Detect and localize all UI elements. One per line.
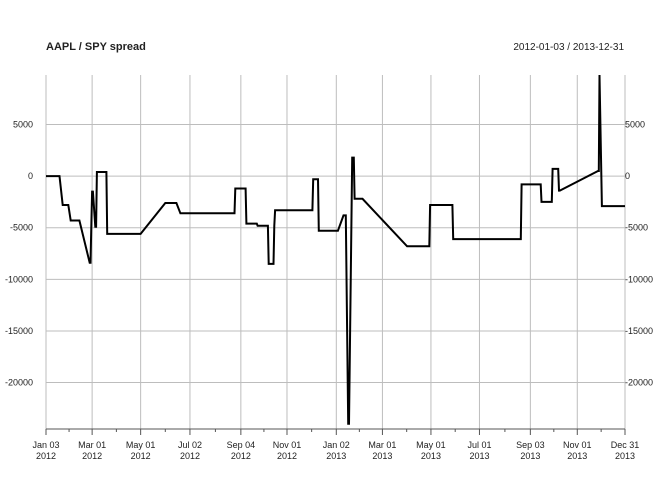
x-tick-label-date: Nov 01: [563, 440, 592, 450]
y-tick-label-right: -5000: [625, 223, 648, 233]
x-tick-label-date: Mar 01: [368, 440, 396, 450]
y-tick-label-right: -15000: [625, 326, 653, 336]
x-tick-label-date: May 01: [126, 440, 156, 450]
x-tick-label-year: 2012: [131, 451, 151, 461]
y-tick-label-right: 5000: [625, 120, 645, 130]
x-tick-label-year: 2012: [82, 451, 102, 461]
spread-series-line: [46, 74, 625, 425]
x-tick-label-year: 2012: [36, 451, 56, 461]
x-tick-label-date: Nov 01: [273, 440, 302, 450]
x-tick-label-year: 2013: [326, 451, 346, 461]
x-tick-label-date: Jan 03: [32, 440, 59, 450]
x-tick-label-year: 2013: [615, 451, 635, 461]
chart-title: AAPL / SPY spread: [46, 41, 146, 53]
y-tick-label-right: -10000: [625, 274, 653, 284]
x-tick-label-year: 2012: [277, 451, 297, 461]
x-tick-label-year: 2013: [372, 451, 392, 461]
x-tick-label-date: Dec 31: [611, 440, 640, 450]
y-tick-label-right: 0: [625, 171, 630, 181]
x-tick-label-date: Mar 01: [78, 440, 106, 450]
y-tick-label-left: 5000: [13, 120, 33, 130]
x-tick-label-date: Jul 02: [178, 440, 202, 450]
x-tick-label-date: Jul 01: [467, 440, 491, 450]
x-tick-label-date: Sep 03: [516, 440, 545, 450]
x-tick-label-year: 2012: [180, 451, 200, 461]
y-gridlines: [46, 124, 625, 384]
x-tick-label-date: May 01: [416, 440, 446, 450]
y-tick-label-left: -10000: [5, 274, 33, 284]
x-tick-label-year: 2013: [421, 451, 441, 461]
y-tick-label-left: -20000: [5, 378, 33, 388]
y-axis-left: 5000 0 -5000 -10000 -15000 -20000: [5, 120, 33, 388]
x-tick-label-year: 2013: [469, 451, 489, 461]
x-tick-label-date: Sep 04: [227, 440, 256, 450]
y-tick-label-left: -5000: [10, 223, 33, 233]
date-range-label: 2012-01-03 / 2013-12-31: [513, 42, 624, 53]
x-tick-label-year: 2013: [520, 451, 540, 461]
x-gridlines: [45, 75, 626, 429]
x-tick-label-date: Jan 02: [323, 440, 350, 450]
x-tick-label-year: 2013: [567, 451, 587, 461]
y-tick-label-right: -20000: [625, 378, 653, 388]
x-tick-label-year: 2012: [231, 451, 251, 461]
y-tick-label-left: -15000: [5, 326, 33, 336]
y-tick-label-left: 0: [28, 171, 33, 181]
y-axis-right: 5000 0 -5000 -10000 -15000 -20000: [625, 120, 653, 388]
